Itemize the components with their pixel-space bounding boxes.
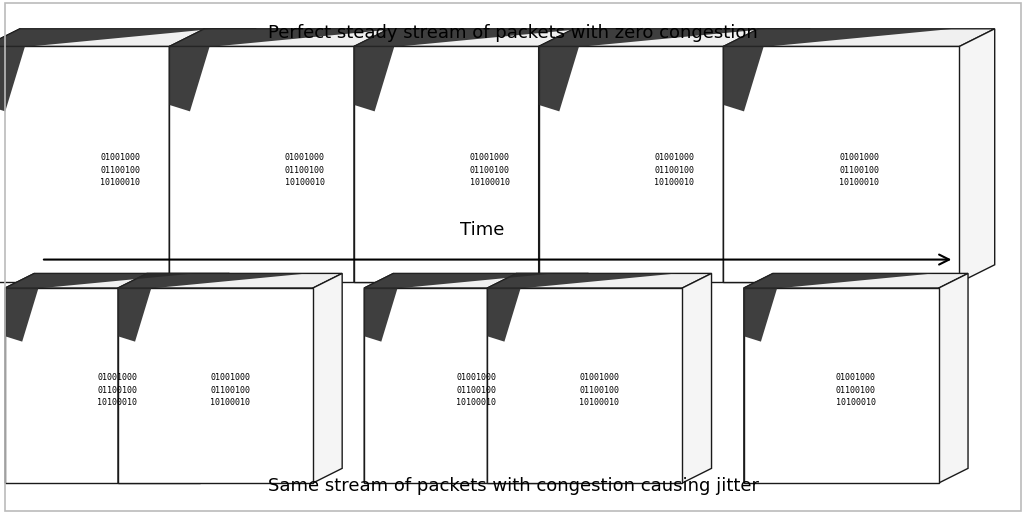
Polygon shape <box>5 288 200 483</box>
Text: 01001000
01100100
10100010: 01001000 01100100 10100010 <box>101 153 141 188</box>
Polygon shape <box>118 273 308 288</box>
Polygon shape <box>744 288 939 483</box>
Polygon shape <box>313 273 342 483</box>
Polygon shape <box>0 29 214 46</box>
Polygon shape <box>200 273 230 483</box>
Text: 01001000
01100100
10100010: 01001000 01100100 10100010 <box>836 373 876 408</box>
Polygon shape <box>487 288 520 342</box>
Text: 01001000
01100100
10100010: 01001000 01100100 10100010 <box>839 153 879 188</box>
Polygon shape <box>118 288 151 342</box>
Polygon shape <box>559 273 589 483</box>
Polygon shape <box>118 273 342 288</box>
Polygon shape <box>169 29 399 46</box>
Polygon shape <box>354 46 590 283</box>
Polygon shape <box>487 273 516 483</box>
Polygon shape <box>723 46 763 112</box>
Polygon shape <box>539 29 810 46</box>
Polygon shape <box>364 273 589 288</box>
Polygon shape <box>723 29 758 283</box>
Polygon shape <box>744 273 934 288</box>
Polygon shape <box>723 29 953 46</box>
Polygon shape <box>354 29 584 46</box>
Polygon shape <box>364 273 393 483</box>
Polygon shape <box>744 273 773 483</box>
Text: 01001000
01100100
10100010: 01001000 01100100 10100010 <box>655 153 695 188</box>
Polygon shape <box>539 46 579 112</box>
Polygon shape <box>5 273 35 483</box>
Polygon shape <box>539 46 775 283</box>
Text: 01001000
01100100
10100010: 01001000 01100100 10100010 <box>285 153 325 188</box>
Polygon shape <box>364 288 559 483</box>
Polygon shape <box>5 273 230 288</box>
Polygon shape <box>487 273 677 288</box>
Polygon shape <box>939 273 968 483</box>
Polygon shape <box>539 29 575 283</box>
Polygon shape <box>723 29 994 46</box>
Polygon shape <box>169 46 405 283</box>
Polygon shape <box>169 46 209 112</box>
Polygon shape <box>354 29 390 283</box>
Polygon shape <box>0 29 21 283</box>
Text: Time: Time <box>460 221 505 239</box>
Polygon shape <box>959 29 994 283</box>
Polygon shape <box>0 46 25 112</box>
Polygon shape <box>487 273 711 288</box>
Polygon shape <box>682 273 711 483</box>
Polygon shape <box>0 46 221 283</box>
Polygon shape <box>723 46 959 283</box>
Polygon shape <box>118 273 148 483</box>
Text: 01001000
01100100
10100010: 01001000 01100100 10100010 <box>210 373 250 408</box>
Polygon shape <box>169 29 205 283</box>
Polygon shape <box>118 288 313 483</box>
Text: Same stream of packets with congestion causing jitter: Same stream of packets with congestion c… <box>268 476 758 495</box>
Text: 01001000
01100100
10100010: 01001000 01100100 10100010 <box>580 373 620 408</box>
Polygon shape <box>539 29 768 46</box>
Polygon shape <box>744 273 968 288</box>
Polygon shape <box>744 288 777 342</box>
Polygon shape <box>5 273 195 288</box>
Polygon shape <box>169 29 440 46</box>
Polygon shape <box>364 273 554 288</box>
Polygon shape <box>354 29 626 46</box>
Polygon shape <box>354 46 394 112</box>
Polygon shape <box>0 29 256 46</box>
Polygon shape <box>775 29 810 283</box>
Text: 01001000
01100100
10100010: 01001000 01100100 10100010 <box>457 373 497 408</box>
Text: Perfect steady stream of packets with zero congestion: Perfect steady stream of packets with ze… <box>268 24 758 43</box>
Polygon shape <box>590 29 626 283</box>
Text: 01001000
01100100
10100010: 01001000 01100100 10100010 <box>97 373 137 408</box>
Polygon shape <box>364 288 397 342</box>
Polygon shape <box>405 29 440 283</box>
Polygon shape <box>221 29 256 283</box>
Polygon shape <box>5 288 38 342</box>
Text: 01001000
01100100
10100010: 01001000 01100100 10100010 <box>470 153 510 188</box>
Polygon shape <box>487 288 682 483</box>
